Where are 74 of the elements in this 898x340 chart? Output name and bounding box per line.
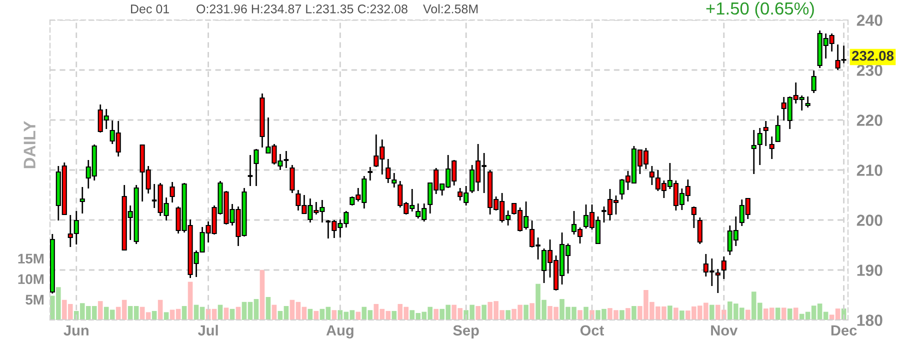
candlestick [170, 181, 175, 204]
x-tick-label: Jun [64, 325, 88, 336]
bar [626, 308, 630, 320]
y2-tick-label: 15M [18, 254, 44, 264]
candlestick [721, 256, 726, 280]
y-tick-label: 190 [857, 264, 882, 276]
x-tick-label: Nov [711, 325, 738, 336]
candlestick [649, 165, 654, 186]
y2-tick-label: 10M [18, 274, 44, 284]
candlestick [254, 148, 259, 187]
x-tick-label: Sep [453, 325, 479, 338]
y-tick-label: 180 [857, 314, 882, 326]
bar [584, 306, 588, 320]
bar [787, 308, 792, 320]
bar [745, 310, 750, 320]
y-tick-label: 240 [856, 14, 882, 26]
bar [775, 308, 780, 320]
bar [524, 304, 528, 320]
bar [158, 300, 163, 320]
y2-tick-label: 5M [26, 294, 44, 305]
bar [530, 303, 534, 320]
bar [710, 304, 714, 320]
candlestick [290, 164, 295, 194]
candlestick [691, 206, 696, 229]
bar [332, 310, 337, 320]
bar [578, 310, 582, 320]
bar [590, 310, 594, 320]
bar [506, 310, 510, 320]
bar [260, 270, 265, 320]
bar [182, 306, 187, 320]
x-tick-label: Dec [831, 325, 857, 336]
bar [434, 308, 439, 320]
y-tick-label: 230 [856, 64, 882, 76]
bar [632, 306, 636, 320]
bar [308, 308, 313, 320]
text: 232.08 [852, 50, 894, 61]
y-tick-label: 200 [856, 214, 882, 226]
bar [272, 304, 277, 320]
bar [476, 306, 480, 320]
bar [781, 308, 786, 320]
bar [793, 308, 798, 320]
x-tick-label: Jul [198, 324, 218, 336]
bar [392, 310, 397, 320]
candlestick [805, 96, 810, 108]
text: +1.50 (0.65%) [706, 2, 814, 18]
candlestick [751, 129, 756, 175]
candlestick [763, 120, 768, 147]
text: Vol:2.58M [423, 4, 478, 14]
bar [674, 308, 678, 320]
candlestick [757, 127, 762, 166]
x-tick-label: Oct [580, 325, 604, 336]
text: O:231.96 H:234.87 L:231.35 C:232.08 [196, 4, 408, 14]
candlestick [697, 216, 702, 245]
candlestick [715, 268, 720, 294]
candlestick [769, 136, 774, 160]
y-tick-label: 210 [856, 164, 882, 176]
candlestick [80, 186, 85, 214]
bar [668, 306, 672, 320]
y-tick-label: 220 [856, 114, 882, 126]
bar [266, 296, 271, 320]
candlestick [392, 172, 397, 188]
text: Dec 01 [131, 4, 169, 14]
bar [164, 312, 169, 320]
bar [620, 310, 624, 320]
bar [482, 304, 486, 320]
candlestick [811, 70, 816, 94]
candlestick [386, 158, 391, 184]
bar [98, 301, 103, 320]
bar [188, 282, 193, 320]
text: DAILY [24, 121, 36, 168]
candlestick [775, 114, 780, 143]
x-tick-label: Aug [326, 325, 354, 338]
bar [680, 310, 684, 320]
bar [224, 308, 229, 320]
